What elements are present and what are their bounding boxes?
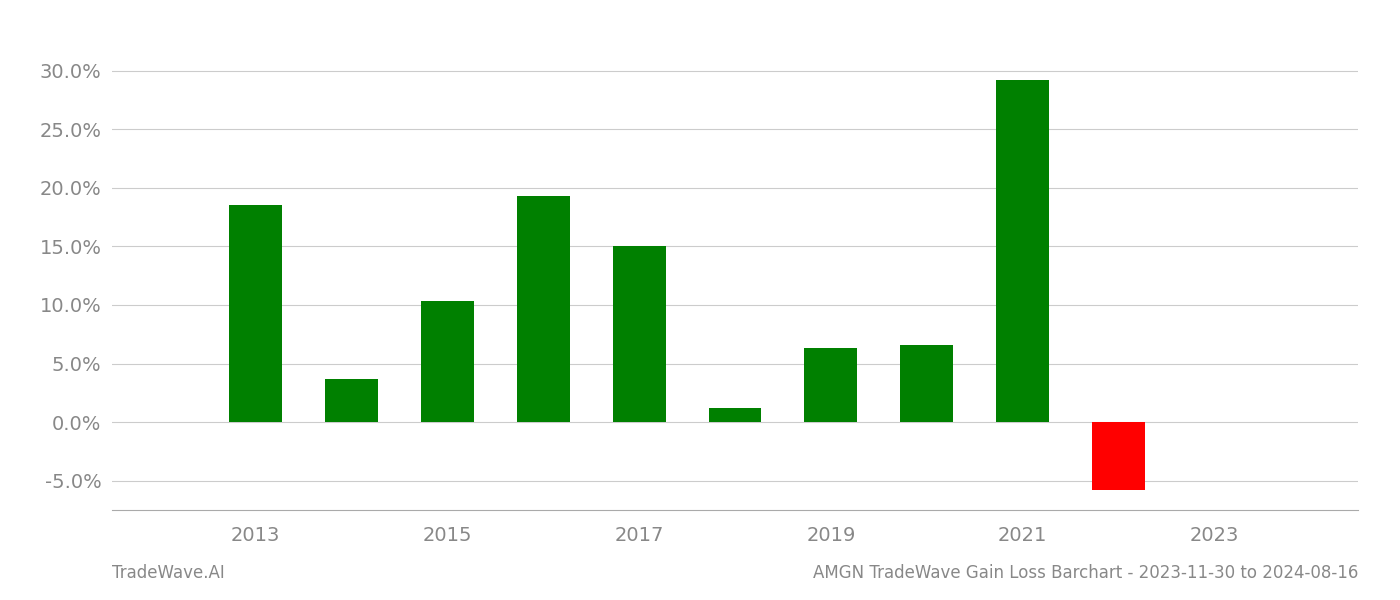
Bar <box>613 247 665 422</box>
Bar <box>997 80 1049 422</box>
Bar <box>230 205 283 422</box>
Bar <box>421 301 473 422</box>
Bar <box>708 408 762 422</box>
Text: TradeWave.AI: TradeWave.AI <box>112 564 225 582</box>
Bar <box>900 345 953 422</box>
Bar <box>325 379 378 422</box>
Text: AMGN TradeWave Gain Loss Barchart - 2023-11-30 to 2024-08-16: AMGN TradeWave Gain Loss Barchart - 2023… <box>812 564 1358 582</box>
Bar <box>1092 422 1145 490</box>
Bar <box>517 196 570 422</box>
Bar <box>805 349 857 422</box>
